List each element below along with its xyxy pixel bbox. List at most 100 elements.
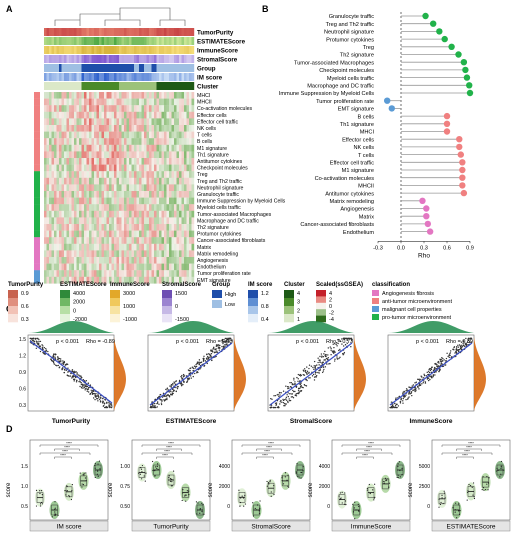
heatmap-cell	[46, 125, 50, 132]
heatmap-cell	[111, 230, 115, 238]
heatmap-cell	[99, 224, 102, 231]
scatter-point	[449, 350, 452, 352]
scatter-point	[42, 345, 44, 347]
heatmap-cell	[136, 210, 140, 218]
heatmap-cell	[84, 276, 87, 284]
box-point	[401, 473, 403, 476]
heatmap-cell	[126, 131, 130, 139]
heatmap-cell	[74, 197, 77, 205]
annotation-cell	[189, 46, 192, 54]
box-point	[152, 469, 154, 472]
heatmap-cell	[91, 191, 95, 198]
box-point	[256, 504, 259, 506]
heatmap-cell	[89, 118, 92, 126]
scatter-point	[322, 370, 325, 372]
heatmap-cell	[61, 276, 65, 284]
heatmap-cell	[126, 171, 130, 178]
lollipop-point	[423, 213, 430, 220]
heatmap-cell	[114, 243, 117, 251]
heatmap-cell	[164, 151, 167, 159]
row-class-cell	[34, 217, 40, 225]
box-point	[96, 473, 98, 475]
heatmap-cell	[174, 263, 177, 271]
annotation-cell	[99, 55, 102, 63]
heatmap-cell	[106, 111, 110, 119]
heatmap-cell	[66, 164, 70, 172]
heatmap-cell	[101, 191, 105, 198]
annotation-cell	[61, 82, 65, 90]
heatmap-cell	[51, 210, 55, 218]
y-tick-label: 0.6	[19, 387, 26, 393]
heatmap-cell	[101, 118, 105, 126]
heatmap-cell	[94, 270, 97, 277]
heatmap-cell	[154, 191, 157, 198]
significance-label: ****	[164, 450, 170, 454]
heatmap-cell	[49, 92, 52, 99]
box-point	[40, 501, 43, 504]
heatmap-cell	[101, 177, 105, 185]
heatmap-cell	[151, 217, 155, 225]
annotation-track-label: Group	[197, 66, 216, 73]
scatter-point	[436, 363, 438, 366]
heatmap-cell	[101, 105, 105, 112]
heatmap-cell	[186, 138, 190, 145]
scatter-point	[332, 343, 334, 345]
heatmap-cell	[96, 111, 100, 119]
heatmap-cell	[161, 250, 165, 258]
heatmap-cell	[141, 111, 145, 119]
heatmap-cell	[104, 158, 107, 165]
scatter-point	[150, 406, 152, 409]
heatmap-cell	[69, 197, 72, 205]
legend-swatch	[372, 314, 379, 320]
heatmap-cell	[189, 158, 192, 165]
heatmap-cell	[54, 257, 57, 264]
annotation-cell	[164, 55, 167, 63]
annotation-cell	[51, 28, 55, 36]
heatmap-cell	[174, 151, 177, 159]
annotation-cell	[44, 64, 47, 72]
heatmap-cell	[96, 263, 100, 271]
annotation-cell	[156, 46, 160, 54]
heatmap-cell	[51, 197, 55, 205]
heatmap-cell	[79, 204, 82, 211]
scatter-point	[423, 380, 425, 382]
heatmap-cell	[149, 230, 152, 238]
heatmap-cell	[44, 138, 47, 145]
heatmap-cell	[189, 138, 192, 145]
legend-tick: 0	[175, 304, 178, 310]
scatter-point	[99, 401, 102, 403]
annotation-cell	[71, 64, 75, 72]
heatmap-cell	[166, 224, 170, 231]
heatmap-cell	[139, 270, 142, 277]
scatter-point	[457, 348, 460, 351]
significance-label: ****	[268, 442, 274, 446]
heatmap-cell	[111, 276, 115, 284]
annotation-cell	[51, 46, 55, 54]
heatmap-cell	[116, 250, 120, 258]
heatmap-cell	[51, 171, 55, 178]
rho-label: Rho = 0.89	[206, 339, 233, 345]
heatmap-cell	[144, 263, 147, 271]
heatmap-cell	[181, 151, 185, 159]
heatmap-cell	[184, 250, 187, 258]
heatmap-cell	[146, 224, 150, 231]
heatmap-cell	[171, 125, 175, 132]
heatmap-cell	[131, 138, 135, 145]
annotation-cell	[74, 28, 77, 36]
heatmap-row-label: Cancer-associated fibroblasts	[197, 238, 266, 244]
scatter-point	[324, 359, 327, 361]
heatmap-cell	[174, 144, 177, 152]
heatmap-cell	[91, 111, 95, 119]
scatter-point	[95, 395, 98, 397]
heatmap-cell	[159, 250, 162, 258]
scatter-point	[458, 344, 461, 346]
x-tick-label: 0.9	[466, 245, 474, 251]
heatmap-cell	[64, 270, 67, 277]
annotation-cell	[89, 64, 92, 72]
lollipop-category-label: Effector cell traffic	[330, 161, 374, 167]
heatmap-cell	[141, 250, 145, 258]
annotation-cell	[164, 64, 167, 72]
box-point	[266, 480, 268, 483]
legend-tick: -1500	[175, 317, 189, 323]
heatmap-cell	[169, 125, 172, 132]
